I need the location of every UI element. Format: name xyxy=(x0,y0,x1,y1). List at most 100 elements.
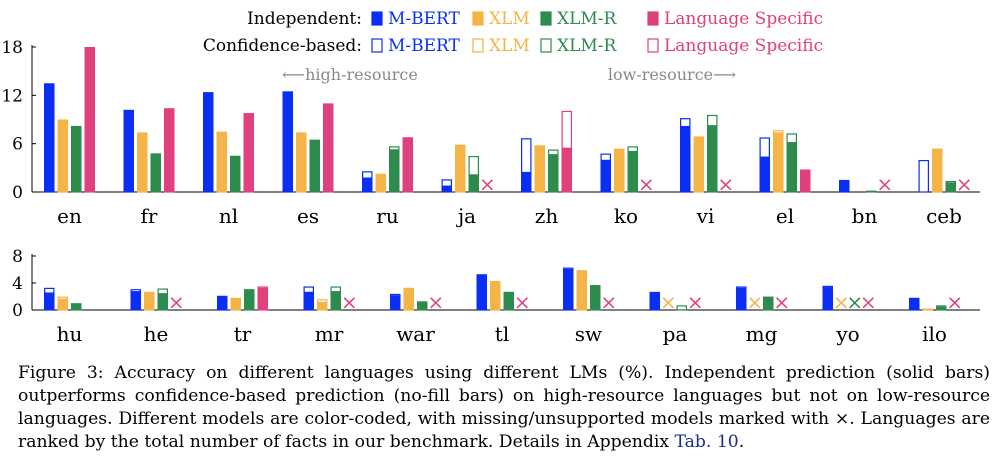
bar-confidence-bottom-tl-xlm xyxy=(490,293,501,311)
bar-independent-top-el-xlm xyxy=(773,132,784,192)
x-tick-label-top-zh: zh xyxy=(535,204,559,228)
bar-confidence-bottom-ilo-m-bert xyxy=(908,297,920,311)
missing-marker-top-ko-language-specific: × xyxy=(638,172,655,196)
bar-independent-bottom-mg-xlm-r xyxy=(763,297,774,310)
bar-independent-bottom-hu-xlm xyxy=(57,298,68,310)
bar-confidence-top-vi-xlm xyxy=(693,140,704,193)
bar-confidence-top-ko-m-bert xyxy=(600,153,611,193)
x-tick-label-top-ceb: ceb xyxy=(926,204,962,228)
bar-confidence-bottom-war-xlm xyxy=(403,295,415,311)
x-tick-label-bottom-sw: sw xyxy=(575,322,602,346)
bar-independent-top-ja-xlm xyxy=(455,145,466,192)
bar-confidence-bottom-tr-language-specific xyxy=(257,286,269,311)
legend-swatch-language-specific-outline xyxy=(647,38,659,53)
x-tick-label-bottom-hu: hu xyxy=(57,322,83,346)
bar-independent-bottom-he-xlm-r xyxy=(157,293,168,310)
bar-independent-bottom-war-m-bert xyxy=(390,295,401,310)
bar-independent-bottom-sw-xlm-r xyxy=(590,285,601,310)
x-tick-label-bottom-pa: pa xyxy=(663,322,688,346)
bar-independent-bottom-war-xlm-r xyxy=(417,301,428,310)
x-tick-label-top-vi: vi xyxy=(696,204,715,228)
y-tick-label-top-6: 6 xyxy=(12,135,23,155)
annotation-high-resource: ⟵high-resource xyxy=(282,65,418,84)
bar-confidence-top-ja-xlm xyxy=(455,144,466,193)
bar-independent-top-ceb-xlm-r xyxy=(945,182,956,192)
bar-confidence-top-ceb-m-bert xyxy=(918,159,929,193)
bar-independent-bottom-tr-xlm-r xyxy=(244,289,255,310)
bar-independent-top-fr-language-specific xyxy=(164,108,175,192)
legend-swatch-xlm-r-solid xyxy=(540,11,552,26)
bar-independent-top-vi-m-bert xyxy=(680,125,691,192)
bar-confidence-top-es-language-specific xyxy=(323,143,334,193)
bar-confidence-bottom-pa-m-bert xyxy=(649,291,660,311)
bar-independent-bottom-tl-xlm-r xyxy=(503,291,514,310)
caption-table-link[interactable]: Tab. 10 xyxy=(674,432,739,452)
bar-independent-top-ru-language-specific xyxy=(402,137,413,192)
x-tick-label-top-fr: fr xyxy=(141,204,158,228)
bar-confidence-bottom-yo-m-bert xyxy=(822,285,833,311)
bar-confidence-top-ceb-xlm xyxy=(931,154,943,193)
bar-confidence-top-ko-xlm xyxy=(613,148,625,193)
bar-confidence-top-ru-m-bert xyxy=(362,171,373,193)
bar-independent-bottom-mr-xlm-r xyxy=(330,291,341,310)
bar-confidence-top-es-xlm xyxy=(296,166,307,193)
bar-independent-top-nl-xlm-r xyxy=(230,155,241,192)
missing-marker-bottom-war-language-specific: × xyxy=(427,290,444,314)
missing-marker-bottom-yo-xlm: × xyxy=(833,290,850,314)
missing-marker-bottom-tl-language-specific: × xyxy=(514,290,531,314)
missing-marker-bottom-yo-xlm-r: × xyxy=(846,290,863,314)
bar-independent-top-nl-xlm xyxy=(216,131,227,192)
bar-confidence-bottom-sw-xlm-r xyxy=(589,288,601,311)
missing-marker-bottom-pa-language-specific: × xyxy=(687,290,704,314)
bar-independent-top-el-language-specific xyxy=(800,169,811,192)
bar-confidence-bottom-war-xlm-r xyxy=(417,301,428,311)
x-tick-label-top-es: es xyxy=(297,204,319,228)
x-tick-label-bottom-tl: tl xyxy=(495,322,509,346)
bar-confidence-top-zh-language-specific xyxy=(561,110,572,193)
bar-confidence-top-ja-m-bert xyxy=(441,179,453,193)
legend-row-label-0: Independent: xyxy=(247,9,362,29)
x-tick-label-bottom-tr: tr xyxy=(234,322,252,346)
bar-independent-top-el-xlm-r xyxy=(786,142,797,192)
y-tick-label-top-0: 0 xyxy=(12,183,23,203)
missing-marker-bottom-ilo-language-specific: × xyxy=(946,290,963,314)
figure-caption: Figure 3: Accuracy on different language… xyxy=(18,362,990,454)
bar-independent-top-es-language-specific xyxy=(323,103,334,192)
missing-marker-bottom-sw-language-specific: × xyxy=(600,290,617,314)
missing-marker-bottom-pa-xlm: × xyxy=(660,290,677,314)
bar-confidence-top-el-language-specific xyxy=(799,172,811,193)
bar-confidence-top-el-xlm-r xyxy=(786,133,797,193)
bar-confidence-top-vi-m-bert xyxy=(679,118,691,193)
bar-confidence-top-ko-xlm-r xyxy=(627,146,638,193)
legend-swatch-language-specific-solid xyxy=(647,11,659,26)
bar-confidence-top-nl-xlm-r xyxy=(230,169,241,193)
bar-independent-top-fr-xlm-r xyxy=(150,153,161,192)
x-tick-label-bottom-mr: mr xyxy=(315,322,344,346)
bar-independent-top-ja-xlm-r xyxy=(468,174,479,192)
bar-independent-bottom-sw-m-bert xyxy=(563,268,574,310)
bar-independent-bottom-hu-m-bert xyxy=(44,292,55,310)
bar-independent-top-nl-language-specific xyxy=(243,113,254,192)
bar-independent-bottom-sw-xlm xyxy=(576,270,587,310)
legend-label-language-specific: Language Specific xyxy=(664,9,823,29)
bar-confidence-top-fr-language-specific xyxy=(164,142,175,193)
missing-marker-bottom-yo-language-specific: × xyxy=(860,290,877,314)
bar-independent-bottom-tr-language-specific xyxy=(257,287,268,310)
x-tick-label-bottom-he: he xyxy=(144,322,169,346)
bar-confidence-bottom-tr-m-bert xyxy=(217,295,228,311)
bar-confidence-top-el-xlm xyxy=(772,130,784,193)
accuracy-bar-chart: Independent: M-BERT XLM XLM-R Language Speci… xyxy=(1,9,980,346)
bar-independent-bottom-tr-m-bert xyxy=(217,295,228,310)
bar-independent-top-ko-xlm-r xyxy=(627,150,638,192)
y-tick-label-bottom-0: 0 xyxy=(12,301,23,321)
bar-independent-top-ko-m-bert xyxy=(600,159,611,192)
bar-confidence-top-es-xlm-r xyxy=(309,156,321,193)
bar-confidence-top-nl-language-specific xyxy=(243,149,255,193)
bar-independent-bottom-pa-m-bert xyxy=(649,292,660,310)
bar-confidence-bottom-tr-xlm xyxy=(230,299,242,311)
legend-label-xlm-r: XLM-R xyxy=(557,36,618,56)
bar-confidence-bottom-sw-xlm xyxy=(576,280,587,311)
x-tick-label-top-el: el xyxy=(776,204,794,228)
legend-label-m-bert: M-BERT xyxy=(388,36,461,56)
legend-swatch-xlm-r-outline xyxy=(540,38,552,53)
